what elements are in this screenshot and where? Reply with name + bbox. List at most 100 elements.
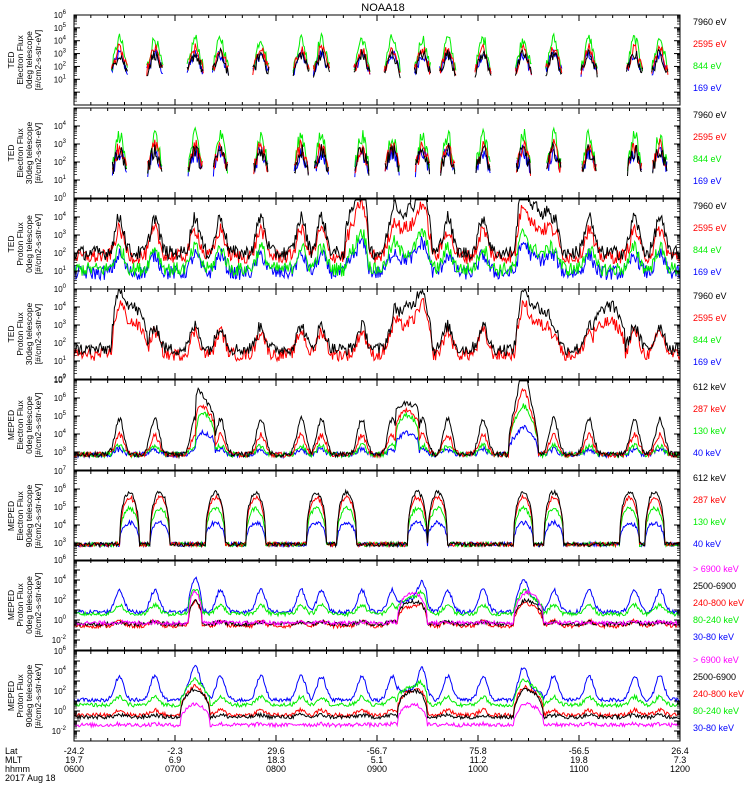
series-130-kev: [73, 504, 681, 549]
y-tick-label: 102: [54, 338, 67, 348]
legend-entry: 844 eV: [693, 245, 722, 255]
x-tick-label: 0900: [367, 764, 387, 774]
series-287-kev: [73, 494, 681, 549]
y-tick-label: 104: [54, 121, 67, 131]
y-axis-label: 0deg telescope: [24, 576, 34, 634]
legend-entry: 2595 eV: [693, 39, 727, 49]
legend-entry: > 6900 keV: [693, 655, 739, 665]
y-tick-label: 10-2: [52, 635, 67, 645]
panel-5: 103 104 105 106 107 MEPED Electron Flux 0deg te…: [6, 375, 726, 471]
y-axis-label: Electron Flux: [15, 399, 25, 449]
legend-entry: 40 keV: [693, 539, 721, 549]
y-tick-label: 101: [54, 175, 67, 185]
y-tick-label: 104: [54, 666, 67, 676]
y-tick-label: 105: [54, 502, 67, 512]
panel-1: 101 102 103 104 105 106 TED Electron Flux 0deg t…: [6, 10, 727, 106]
series-7960-ev: [111, 141, 668, 177]
y-axis-label: MEPED: [6, 410, 16, 440]
series-130-kev: [74, 403, 681, 460]
y-tick-label: 103: [54, 538, 67, 548]
legend-entry: 844 eV: [693, 61, 722, 71]
y-axis-label: [#/cm2-s-str-eV]: [33, 304, 43, 364]
series-2595-ev: [73, 298, 681, 363]
y-axis-label: MEPED: [6, 681, 16, 711]
y-axis-label: 0deg telescope: [24, 215, 34, 273]
legend-entry: 287 keV: [693, 495, 726, 505]
y-axis-label: 30deg telescope: [24, 303, 34, 366]
y-tick-label: 103: [54, 320, 67, 330]
y-axis-label: [#/cm2-s-str-keV]: [33, 484, 43, 549]
series-2595-ev: [73, 199, 681, 265]
legend-entry: 844 eV: [693, 335, 722, 345]
y-tick-label: 104: [54, 212, 67, 222]
panel-6: 103 104 105 106 107 MEPED Electron Flux 90deg t…: [6, 466, 726, 562]
y-tick-label: 106: [54, 555, 67, 565]
series-7960-ev: [73, 287, 681, 357]
y-axis-label: MEPED: [6, 501, 16, 531]
series-240-800-kev: [73, 683, 681, 719]
y-axis-label: TED: [6, 326, 16, 343]
legend-entry: 169 eV: [693, 357, 722, 367]
x-tick-label: 0800: [266, 764, 286, 774]
x-tick-label: 1200: [670, 764, 690, 774]
y-axis-label: Proton Flux: [15, 312, 25, 356]
series-844-ev: [73, 227, 681, 278]
legend-entry: 30-80 keV: [693, 632, 734, 642]
legend-entry: 80-240 keV: [693, 706, 739, 716]
x-ephemeris-label: 19.7: [65, 755, 83, 765]
y-axis-label: TED: [6, 236, 16, 253]
panel-3: 100 101 102 103 104 TED Proton Flux 0deg telesc…: [6, 198, 727, 294]
y-tick-label: 105: [54, 411, 67, 421]
legend-entry: 40 keV: [693, 448, 721, 458]
x-ephemeris-label: 18.3: [267, 755, 285, 765]
legend-entry: 2595 eV: [693, 223, 727, 233]
y-tick-label: 102: [54, 595, 67, 605]
legend-entry: 2500-6900: [693, 581, 736, 591]
legend-entry: > 6900 keV: [693, 564, 739, 574]
panel-2: 100 101 102 103 104 TED Electron Flux 30deg tel…: [6, 107, 727, 203]
y-tick-label: 104: [54, 429, 67, 439]
legend-entry: 7960 eV: [693, 17, 727, 27]
y-axis-label: TED: [6, 52, 16, 69]
panel-4: 100 101 102 103 104 TED Proton Flux 30deg teles…: [6, 287, 727, 384]
y-axis-label: 90deg telescope: [24, 485, 34, 548]
y-axis-label: 0deg telescope: [24, 396, 34, 454]
y-axis-label: Proton Flux: [15, 222, 25, 266]
series-287-kev: [73, 387, 681, 459]
y-tick-label: 106: [54, 393, 67, 403]
y-tick-label: 103: [54, 447, 67, 457]
y-tick-label: 104: [54, 302, 67, 312]
y-axis-label: [#/cm2-s-str-keV]: [33, 393, 43, 458]
x-row-label: Lat: [5, 746, 18, 756]
legend-entry: 130 keV: [693, 517, 726, 527]
x-ephemeris-label: -56.5: [569, 746, 590, 756]
x-ephemeris-label: 29.6: [267, 746, 285, 756]
y-tick-label: 105: [54, 23, 67, 33]
x-ephemeris-label: -2.3: [167, 746, 183, 756]
series--6900-kev: [73, 588, 681, 627]
y-tick-label: 100: [54, 706, 67, 716]
legend-entry: 7960 eV: [693, 110, 727, 120]
y-tick-label: 102: [54, 157, 67, 167]
legend-entry: 2595 eV: [693, 313, 727, 323]
series-612-kev: [73, 380, 681, 460]
y-tick-label: 102: [54, 61, 67, 71]
y-tick-label: 104: [54, 520, 67, 530]
legend-entry: 80-240 keV: [693, 615, 739, 625]
series-7960-ev: [111, 47, 669, 79]
y-tick-label: 107: [54, 466, 67, 476]
y-axis-label: [#/cm2-s-str-eV]: [33, 30, 43, 90]
series-80-240-kev: [73, 677, 681, 709]
series-612-kev: [73, 488, 681, 549]
series-2500-6900: [73, 687, 681, 721]
y-tick-label: 100: [54, 374, 67, 384]
y-tick-label: 100: [54, 284, 67, 294]
y-tick-label: 104: [54, 575, 67, 585]
x-tick-label: 0700: [165, 764, 185, 774]
panel-frame: [73, 470, 681, 562]
y-axis-label: TED: [6, 145, 16, 162]
y-axis-label: 0deg telescope: [24, 31, 34, 89]
series-240-800-kev: [73, 599, 681, 630]
x-ephemeris-label: 7.3: [674, 755, 687, 765]
y-tick-label: 106: [54, 646, 67, 656]
